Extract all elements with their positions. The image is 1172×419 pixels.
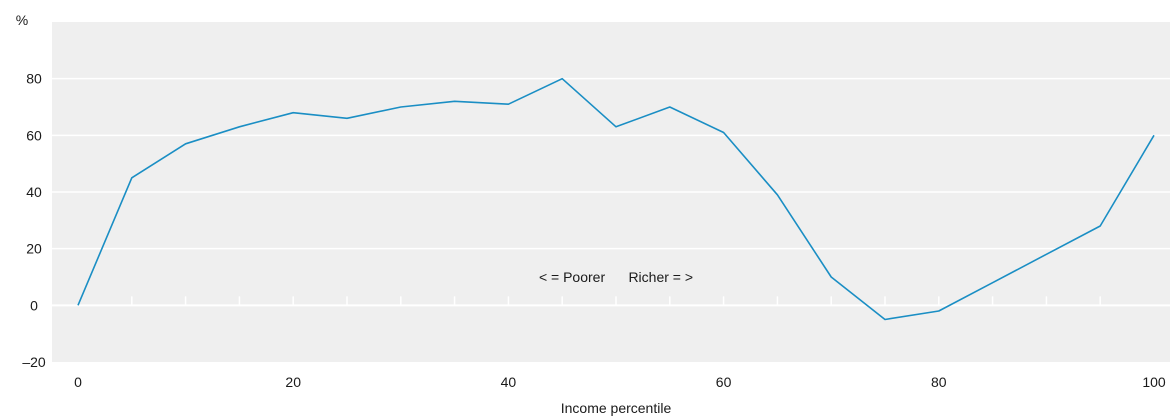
y-axis-label: % <box>16 12 28 28</box>
x-tick-label: 100 <box>1142 374 1166 390</box>
y-tick-label: 60 <box>26 127 42 143</box>
x-tick-label: 40 <box>501 374 517 390</box>
y-tick-label: 40 <box>26 184 42 200</box>
gridlines <box>52 77 1170 307</box>
y-tick-label: 20 <box>26 241 42 257</box>
x-axis-label: Income percentile <box>561 400 672 416</box>
y-axis-tick-labels: –20 0 20 40 60 80 <box>22 71 46 370</box>
y-tick-label: 80 <box>26 71 42 87</box>
x-axis-tick-labels: 0 20 40 60 80 100 <box>74 374 1166 390</box>
y-tick-label: 0 <box>30 297 38 313</box>
x-tick-label: 0 <box>74 374 82 390</box>
series-line <box>77 77 1155 321</box>
x-tick-label: 80 <box>931 374 947 390</box>
y-tick-label: –20 <box>22 354 46 370</box>
x-minor-ticks <box>131 296 1101 306</box>
x-tick-label: 60 <box>716 374 732 390</box>
x-tick-label: 20 <box>285 374 301 390</box>
direction-annotation: < = Poorer Richer = > <box>539 269 693 285</box>
